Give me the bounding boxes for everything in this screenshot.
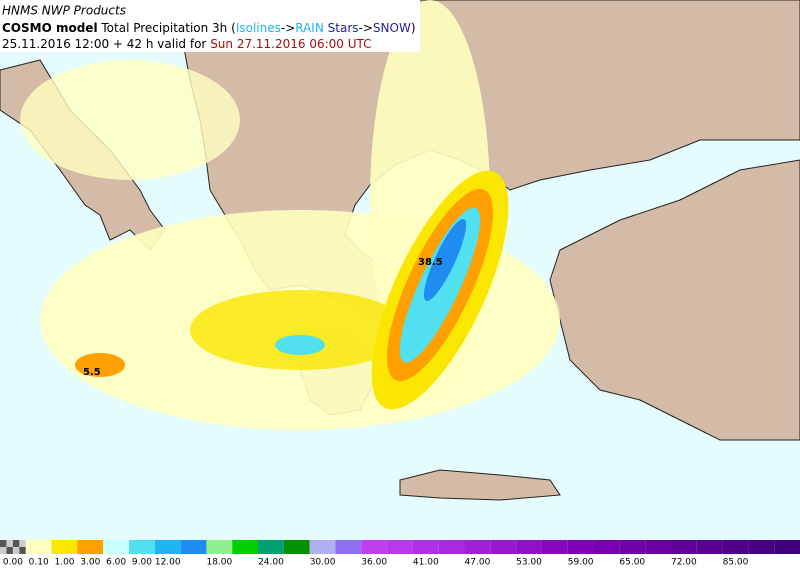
precip-extreme bbox=[423, 218, 467, 302]
color-swatch bbox=[567, 540, 594, 554]
color-swatch bbox=[232, 540, 259, 554]
color-swatch bbox=[25, 540, 52, 554]
run: 25.11.2016 12:00 + 42 h valid for bbox=[2, 37, 206, 51]
header-line: HNMS NWP Products bbox=[2, 4, 126, 18]
precip-light bbox=[20, 60, 240, 180]
arrow: -> bbox=[359, 21, 373, 35]
rain: RAIN bbox=[295, 21, 324, 35]
color-swatch bbox=[516, 540, 542, 554]
checker bbox=[0, 540, 7, 547]
color-swatch bbox=[412, 540, 439, 554]
color-swatch bbox=[361, 540, 388, 554]
color-swatch bbox=[438, 540, 465, 554]
color-swatch bbox=[77, 540, 104, 554]
color-swatch bbox=[619, 540, 646, 554]
color-swatch bbox=[696, 540, 723, 554]
colorbar-label: 85.00 bbox=[723, 558, 749, 568]
snow: SNOW bbox=[373, 21, 411, 35]
map-label: 38.5 bbox=[418, 257, 443, 268]
arrow: -> bbox=[281, 21, 295, 35]
colorbar-label: 1.00 bbox=[54, 558, 74, 568]
colorbar-label: 65.00 bbox=[619, 558, 645, 568]
color-swatch bbox=[490, 540, 517, 554]
color-swatch bbox=[541, 540, 568, 554]
colorbar-label: 36.00 bbox=[361, 558, 387, 568]
colorbar-label: 6.00 bbox=[106, 558, 126, 568]
stars: Stars bbox=[328, 21, 359, 35]
color-swatch bbox=[103, 540, 130, 554]
color-swatch bbox=[335, 540, 362, 554]
color-swatch bbox=[464, 540, 491, 554]
precipitation bbox=[20, 0, 560, 430]
header-title: COSMO model Total Precipitation 3h (Isol… bbox=[2, 21, 416, 35]
map-label: 5.5 bbox=[83, 367, 101, 378]
color-swatch bbox=[283, 540, 310, 554]
valid: Sun 27.11.2016 06:00 UTC bbox=[210, 37, 371, 51]
color-swatch bbox=[670, 540, 697, 554]
colorbar-label: 47.00 bbox=[465, 558, 491, 568]
color-swatch bbox=[593, 540, 620, 554]
color-swatch bbox=[645, 540, 671, 554]
colorbar-label: 53.00 bbox=[516, 558, 542, 568]
color-swatch bbox=[51, 540, 78, 554]
precip-moderate bbox=[190, 290, 410, 370]
paren: ( bbox=[231, 21, 236, 35]
checker bbox=[12, 547, 20, 554]
product: Total Precipitation 3h bbox=[100, 21, 227, 35]
checker bbox=[0, 547, 7, 554]
colorbar-label: 24.00 bbox=[258, 558, 284, 568]
isolines: Isolines bbox=[236, 21, 281, 35]
color-swatch bbox=[309, 540, 336, 554]
precip-very-heavy bbox=[275, 335, 325, 355]
checker bbox=[19, 547, 26, 554]
colorbar-label: 0.10 bbox=[29, 558, 49, 568]
color-swatch bbox=[129, 540, 155, 554]
color-swatch bbox=[722, 540, 749, 554]
paren: ) bbox=[411, 21, 416, 35]
precip-heavy bbox=[75, 353, 125, 377]
colorbar-label: 30.00 bbox=[310, 558, 336, 568]
colorbar-label: 12.00 bbox=[155, 558, 181, 568]
checker bbox=[6, 547, 13, 554]
checker bbox=[19, 540, 26, 547]
header-box bbox=[0, 0, 420, 52]
color-swatch bbox=[387, 540, 413, 554]
color-swatch bbox=[748, 540, 775, 554]
header-run: 25.11.2016 12:00 + 42 h valid for Sun 27… bbox=[2, 37, 372, 51]
colorbar-label: 18.00 bbox=[206, 558, 232, 568]
color-swatch bbox=[774, 540, 800, 554]
color-swatch bbox=[154, 540, 181, 554]
checker bbox=[6, 540, 13, 547]
colorbar-label: 72.00 bbox=[671, 558, 697, 568]
colorbar-label: 9.00 bbox=[132, 558, 152, 568]
colorbar-label: 3.00 bbox=[80, 558, 100, 568]
color-swatch bbox=[258, 540, 284, 554]
colorbar-label: 41.00 bbox=[413, 558, 439, 568]
checker bbox=[12, 540, 20, 547]
colorbar-label: 0.00 bbox=[3, 558, 23, 568]
color-swatch bbox=[180, 540, 207, 554]
model: COSMO model bbox=[2, 21, 98, 35]
colorbar-label: 59.00 bbox=[568, 558, 594, 568]
color-swatch bbox=[206, 540, 233, 554]
colorbar: 0.00 0.10 1.00 3.00 6.00 9.00 12.00 18.00 24.00 3… bbox=[0, 540, 800, 568]
